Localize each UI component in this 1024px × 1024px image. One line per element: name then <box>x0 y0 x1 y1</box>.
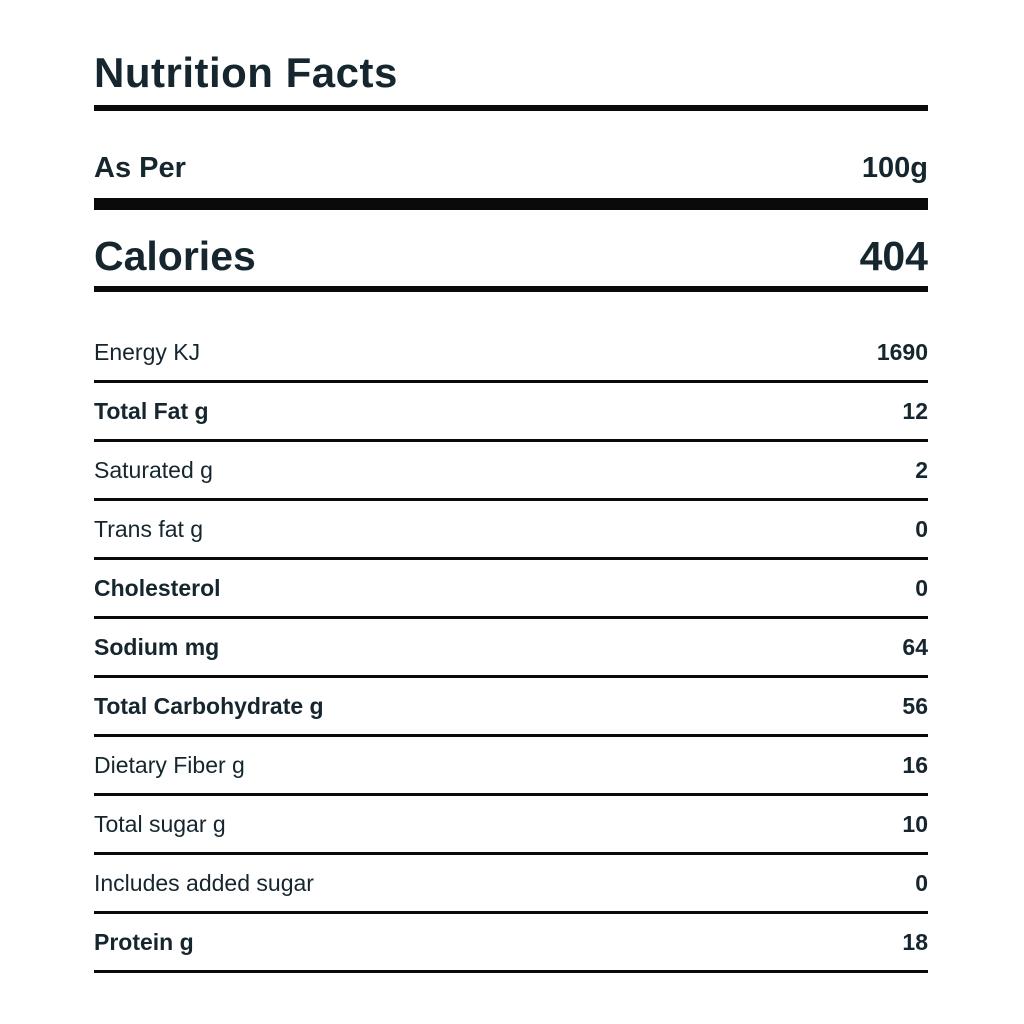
label-title: Nutrition Facts <box>94 49 398 96</box>
thick-divider <box>94 197 928 210</box>
nutrient-row: Cholesterol 0 <box>94 560 928 620</box>
calories-value: 404 <box>859 232 928 279</box>
nutrient-name: Dietary Fiber g <box>94 752 245 779</box>
nutrient-name: Sodium mg <box>94 634 220 661</box>
nutrient-row: Total sugar g 10 <box>94 796 928 856</box>
nutrient-name: Total Fat g <box>94 398 209 425</box>
nutrient-rows: Energy KJ 1690 Total Fat g 12 Saturated … <box>94 324 928 974</box>
nutrient-name: Total sugar g <box>94 811 226 838</box>
nutrient-name: Energy KJ <box>94 339 201 366</box>
nutrient-row: Total Carbohydrate g 56 <box>94 678 928 738</box>
nutrient-row: Trans fat g 0 <box>94 501 928 561</box>
nutrition-facts-label: Nutrition Facts As Per 100g Calories 404… <box>94 0 928 974</box>
nutrient-name: Cholesterol <box>94 575 221 602</box>
nutrient-name: Protein g <box>94 929 194 956</box>
serving-row: As Per 100g <box>94 151 928 186</box>
calories-divider <box>94 286 928 293</box>
nutrient-row: Sodium mg 64 <box>94 619 928 679</box>
nutrient-value: 12 <box>902 398 928 425</box>
nutrient-row: Total Fat g 12 <box>94 383 928 443</box>
title-divider <box>94 105 928 112</box>
nutrient-name: Total Carbohydrate g <box>94 693 324 720</box>
serving-value: 100g <box>861 152 928 185</box>
nutrient-value: 0 <box>915 575 928 602</box>
nutrient-value: 0 <box>915 516 928 543</box>
nutrient-name: Includes added sugar <box>94 870 314 897</box>
serving-label: As Per <box>94 152 186 185</box>
nutrient-value: 10 <box>902 811 928 838</box>
nutrient-row: Includes added sugar 0 <box>94 855 928 915</box>
calories-row: Calories 404 <box>94 233 928 280</box>
nutrient-value: 0 <box>915 870 928 897</box>
nutrient-row: Saturated g 2 <box>94 442 928 502</box>
calories-label: Calories <box>94 232 256 279</box>
nutrient-name: Trans fat g <box>94 516 204 543</box>
nutrient-row: Protein g 18 <box>94 914 928 974</box>
nutrient-name: Saturated g <box>94 457 213 484</box>
nutrient-value: 64 <box>902 634 928 661</box>
nutrient-value: 56 <box>902 693 928 720</box>
nutrient-row: Energy KJ 1690 <box>94 324 928 384</box>
nutrient-row: Dietary Fiber g 16 <box>94 737 928 797</box>
nutrient-value: 2 <box>915 457 928 484</box>
nutrient-value: 16 <box>902 752 928 779</box>
nutrient-value: 1690 <box>876 339 928 366</box>
nutrient-value: 18 <box>902 929 928 956</box>
